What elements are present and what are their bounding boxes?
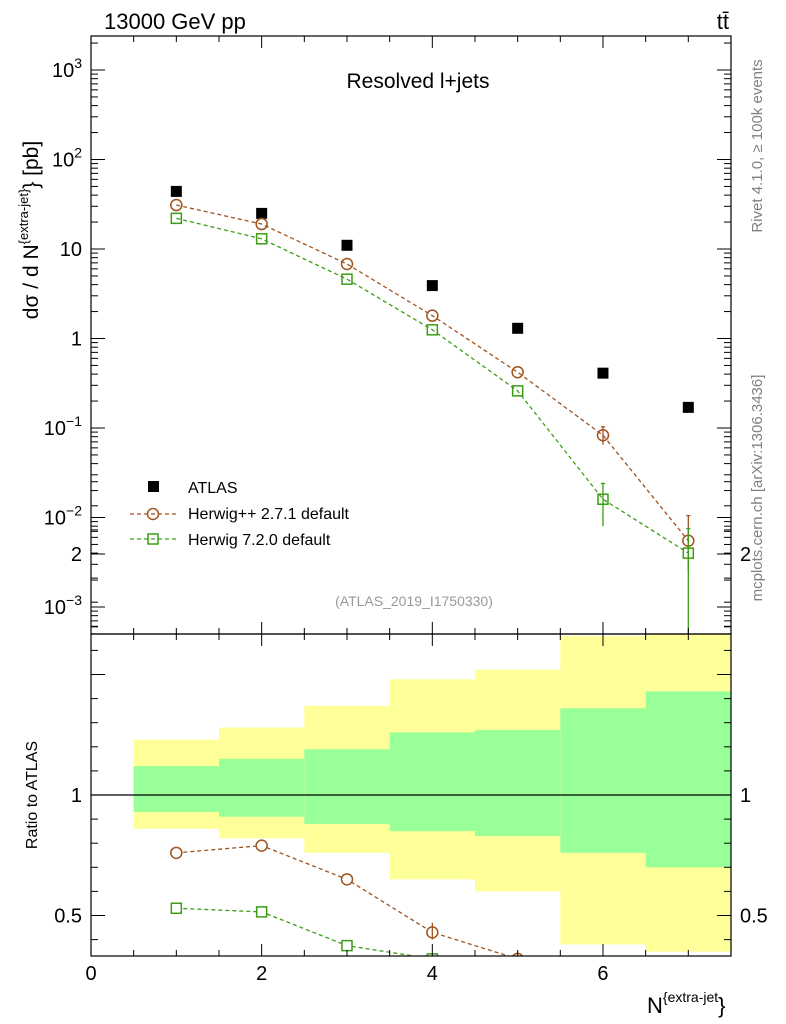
band-inner-bin	[133, 766, 219, 812]
ratio-herwig7-point	[513, 983, 523, 993]
ratio-herwigpp-point	[170, 846, 183, 860]
side-text-mcplots: mcplots.cern.ch [arXiv:1306.3436]	[749, 375, 766, 602]
band-inner-bin	[474, 729, 561, 836]
atlas-point	[341, 239, 353, 251]
herwigpp-point	[596, 428, 610, 442]
header-process: tt̄	[717, 9, 729, 34]
ratio-ytick-label-right: 0.5	[740, 906, 768, 928]
ratio-ytick-label-right: 1	[740, 785, 751, 807]
band-inner-bin	[560, 708, 646, 853]
ratio-ylabel: Ratio to ATLAS	[24, 741, 41, 849]
herwig7-point	[426, 324, 439, 336]
legend: ATLAS Herwig++ 2.7.1 default Herwig 7.2.…	[130, 480, 350, 549]
legend-herwigpp-label: Herwig++ 2.7.1 default	[188, 506, 350, 523]
herwigpp-point	[170, 198, 183, 212]
ratio-herwig7-point	[255, 906, 268, 918]
ytick-label: 10−2	[44, 503, 82, 530]
ratio-ytick-label-right: 2	[740, 544, 751, 566]
herwig7-point	[597, 493, 609, 505]
atlas-point	[682, 401, 694, 413]
herwig7-point	[170, 212, 183, 225]
herwig7-point	[341, 273, 353, 285]
herwig7-point	[682, 547, 695, 559]
legend-herwig7-label: Herwig 7.2.0 default	[188, 532, 331, 549]
herwigpp-point	[255, 217, 268, 231]
herwigpp-point	[511, 365, 524, 379]
xtick-label: 2	[256, 963, 267, 985]
xlabel: N{extra-jet}	[647, 989, 726, 1018]
side-text-rivet: Rivet 4.1.0, ≥ 100k events	[749, 59, 766, 232]
legend-atlas-marker	[148, 481, 159, 492]
xtick-label: 6	[597, 963, 608, 985]
herwig7-point	[255, 233, 268, 245]
ratio-herwig7-point	[170, 902, 183, 915]
herwigpp-point	[340, 257, 354, 271]
ratio-herwig7-point	[341, 939, 353, 952]
herwigpp-point	[426, 309, 439, 322]
ytick-label: 103	[52, 55, 82, 82]
ratio-herwigpp-point	[255, 839, 268, 852]
atlas-point	[426, 280, 438, 292]
series-line-2	[176, 217, 689, 554]
atlas-point	[597, 367, 609, 379]
band-inner-bin	[304, 749, 390, 824]
ytick-label: 10−3	[44, 592, 82, 619]
main-panel-frame	[90, 35, 732, 635]
main-panel-curves	[170, 185, 695, 634]
ratio-panel-curves	[170, 839, 524, 993]
plot-title: Resolved l+jets	[347, 70, 490, 93]
ratio-ytick-label-left: 2	[71, 544, 82, 566]
atlas-point	[512, 322, 524, 334]
ytick-label: 10−1	[44, 413, 82, 440]
band-inner-bin	[645, 691, 731, 868]
ytick-label: 102	[52, 145, 82, 172]
herwig7-point	[511, 385, 524, 397]
ytick-label: 10	[60, 239, 82, 261]
xtick-label: 0	[85, 963, 96, 985]
analysis-label: (ATLAS_2019_I1750330)	[335, 593, 493, 609]
atlas-point	[170, 185, 182, 197]
ratio-herwigpp-point	[340, 873, 354, 886]
xtick-label: 4	[427, 963, 438, 985]
band-inner-bin	[389, 732, 475, 832]
ytick-label: 1	[71, 329, 82, 351]
ratio-ytick-label-left: 0.5	[54, 906, 82, 928]
band-inner-bin	[218, 758, 305, 817]
main-ylabel: dσ / d N{extra-jet}} [pb]	[16, 141, 43, 319]
legend-herwigpp-marker	[146, 507, 160, 521]
ratio-ytick-label-left: 1	[71, 785, 82, 807]
atlas-point	[256, 207, 268, 219]
legend-herwig7-marker	[147, 533, 159, 545]
header-energy: 13000 GeV pp	[104, 9, 246, 34]
legend-atlas-label: ATLAS	[188, 480, 238, 497]
ratio-uncertainty-bands	[133, 634, 731, 952]
series-line-1	[176, 204, 689, 542]
